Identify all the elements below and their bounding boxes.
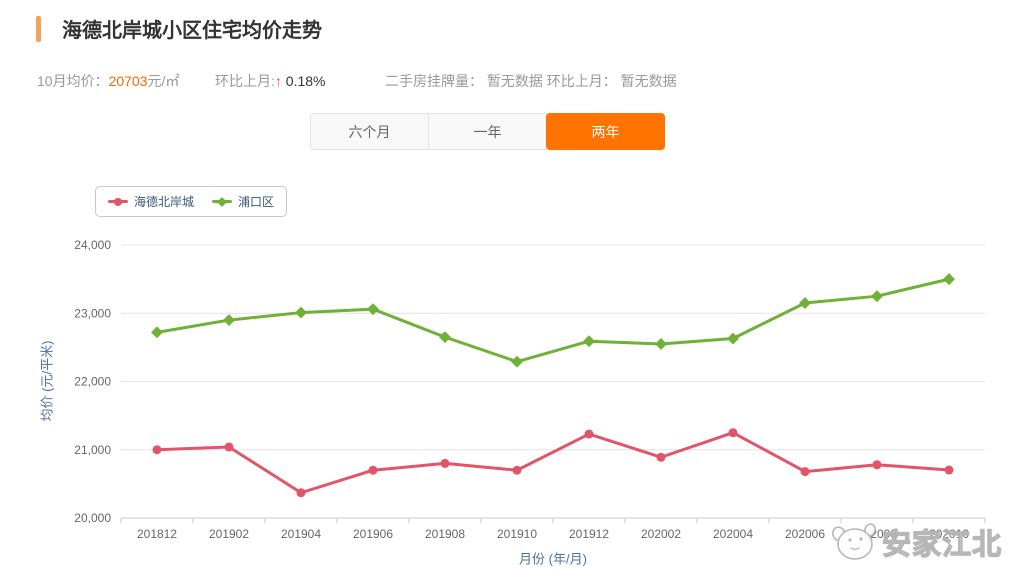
data-point[interactable]: [368, 465, 378, 475]
data-point[interactable]: [799, 297, 811, 309]
avg-price-value: 20703: [108, 73, 148, 89]
mom-value: 0.18%: [285, 73, 326, 89]
data-point[interactable]: [511, 355, 523, 368]
x-tick-label: 201902: [209, 527, 249, 541]
page-title: 海德北岸城小区住宅均价走势: [62, 20, 322, 42]
x-tick-label: 202002: [641, 527, 681, 541]
x-tick-label: 202008: [857, 527, 897, 541]
legend-item-district[interactable]: 浦口区: [212, 193, 274, 210]
x-tick-label: 202010: [929, 527, 969, 541]
data-point[interactable]: [943, 273, 955, 286]
data-point[interactable]: [944, 465, 954, 475]
legend-label: 浦口区: [238, 195, 275, 209]
x-tick-label: 202006: [785, 527, 825, 541]
title-accent-bar: [36, 16, 41, 42]
tab-two-years[interactable]: 两年: [546, 113, 665, 150]
y-tick-label: 22,000: [74, 375, 111, 389]
y-tick-label: 21,000: [74, 443, 111, 457]
mom-label: 环比上月:: [215, 73, 275, 89]
data-point[interactable]: [583, 335, 595, 348]
x-tick-label: 202004: [713, 527, 753, 541]
listing-mom-label: 环比上月：: [546, 73, 617, 89]
data-point[interactable]: [656, 452, 666, 462]
data-point[interactable]: [655, 338, 667, 350]
legend-item-community[interactable]: 海德北岸城: [108, 193, 194, 210]
data-point[interactable]: [440, 458, 450, 468]
data-point[interactable]: [367, 303, 379, 316]
data-point[interactable]: [152, 445, 162, 455]
y-tick-label: 23,000: [74, 306, 111, 320]
data-point[interactable]: [151, 326, 163, 339]
listing-label: 二手房挂牌量：: [385, 73, 483, 89]
data-point[interactable]: [223, 314, 235, 327]
x-tick-label: 201908: [425, 527, 465, 541]
y-tick-label: 20,000: [74, 511, 111, 525]
data-point[interactable]: [512, 465, 522, 475]
data-point[interactable]: [296, 488, 306, 498]
tab-six-months[interactable]: 六个月: [310, 113, 429, 150]
data-point[interactable]: [800, 467, 810, 477]
avg-price-label: 10月均价：: [37, 73, 109, 89]
listing-value: 暂无数据: [486, 73, 543, 89]
series-line-1: [155, 277, 951, 364]
x-tick-label: 201906: [353, 527, 393, 541]
data-point[interactable]: [439, 331, 451, 344]
x-tick-label: 201812: [137, 527, 177, 541]
stat-listings: 二手房挂牌量： 暂无数据 环比上月： 暂无数据: [385, 71, 677, 91]
avg-price-unit: 元/㎡: [147, 73, 180, 89]
chart-legend: 海德北岸城 浦口区: [95, 186, 288, 217]
data-point[interactable]: [728, 428, 738, 438]
line-diamond-marker-icon: [212, 200, 233, 203]
x-tick-label: 201912: [569, 527, 609, 541]
y-axis-title: 均价 (元/平米): [39, 340, 55, 422]
series-line-0: [155, 431, 951, 495]
data-point[interactable]: [224, 442, 234, 452]
line-circle-marker-icon: [108, 200, 128, 203]
data-point[interactable]: [295, 306, 307, 319]
data-point[interactable]: [872, 460, 882, 470]
stat-month-over-month: 环比上月:↑ 0.18%: [215, 71, 325, 91]
listing-mom-value: 暂无数据: [620, 73, 677, 89]
data-point[interactable]: [584, 429, 594, 439]
data-point[interactable]: [871, 290, 883, 303]
x-tick-label: 201904: [281, 527, 321, 541]
legend-label: 海德北岸城: [134, 195, 195, 209]
tab-one-year[interactable]: 一年: [428, 113, 547, 150]
x-axis-title: 月份 (年/月): [519, 551, 587, 567]
x-tick-label: 201910: [497, 527, 537, 541]
y-tick-label: 24,000: [74, 238, 111, 252]
up-arrow-icon: ↑: [274, 73, 282, 89]
time-range-tabs: 六个月 一年 两年: [310, 113, 665, 150]
stat-monthly-average: 10月均价：20703元/㎡: [37, 71, 179, 91]
data-point[interactable]: [727, 332, 739, 345]
